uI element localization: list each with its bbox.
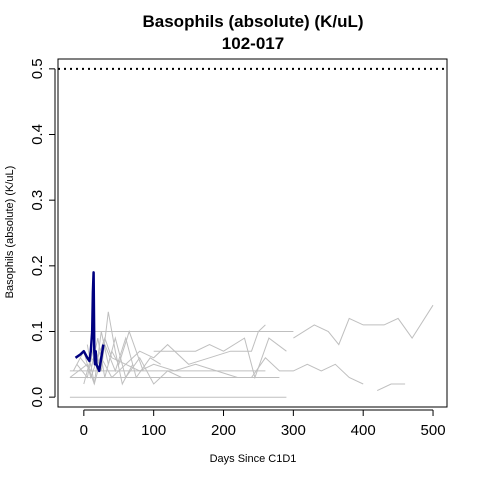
chart-subtitle: 102-017 — [222, 34, 284, 53]
series-line-7 — [76, 311, 134, 386]
y-tick-label: 0.1 — [29, 321, 46, 342]
series-line-13 — [86, 331, 182, 385]
series-line-5 — [376, 383, 406, 392]
series-line-6 — [72, 324, 266, 380]
y-tick-label: 0.0 — [29, 387, 46, 408]
highlight-series-line — [74, 271, 105, 373]
y-tick-label: 0.4 — [29, 124, 46, 145]
highlight-layer — [74, 271, 105, 373]
x-axis: 0 100 200 300 400 500 — [80, 409, 446, 439]
y-tick-label: 0.2 — [29, 255, 46, 276]
x-tick-label: 0 — [80, 422, 88, 439]
x-tick-label: 200 — [211, 422, 236, 439]
y-tick-label: 0.3 — [29, 190, 46, 211]
x-tick-label: 400 — [351, 422, 376, 439]
x-tick-label: 500 — [421, 422, 446, 439]
series-layer — [69, 304, 434, 398]
plot-frame — [57, 58, 448, 408]
y-tick-label: 0.5 — [29, 58, 46, 79]
y-axis-label: Basophils (absolute) (K/uL) — [4, 166, 16, 299]
y-axis: 0.0 0.1 0.2 0.3 0.4 0.5 — [29, 58, 56, 408]
x-tick-label: 100 — [141, 422, 166, 439]
series-line-10 — [153, 337, 287, 380]
series-line-2 — [293, 304, 434, 346]
x-tick-label: 300 — [281, 422, 306, 439]
x-axis-label: Days Since C1D1 — [210, 453, 297, 465]
chart-title: Basophils (absolute) (K/uL) — [143, 12, 364, 31]
